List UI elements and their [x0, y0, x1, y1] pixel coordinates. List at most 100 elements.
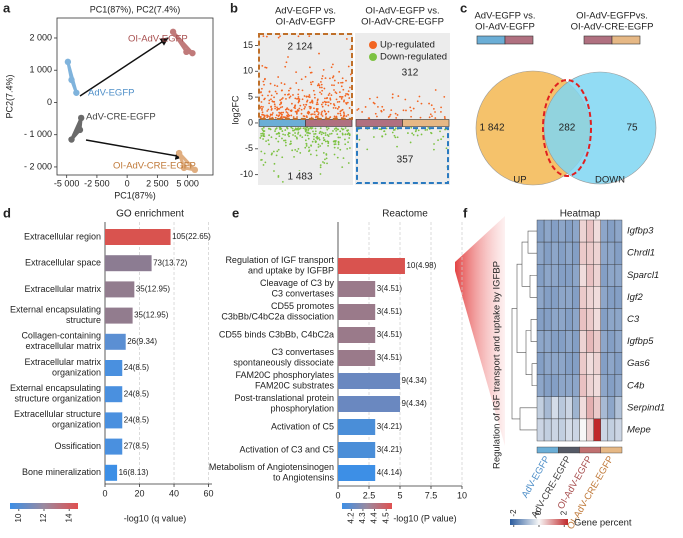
dot	[282, 116, 285, 118]
dot	[346, 129, 348, 132]
dot	[393, 128, 396, 131]
dot	[290, 114, 293, 117]
dot	[263, 135, 266, 138]
bar	[338, 396, 400, 412]
bar-label: 10(4.98)	[406, 261, 436, 270]
x-tick-label: 0	[125, 178, 130, 188]
bar-label: 3(4.21)	[377, 422, 403, 431]
dot	[260, 101, 263, 103]
bar	[105, 255, 152, 272]
dot	[275, 92, 278, 95]
dot	[284, 65, 287, 68]
heatmap-cell	[614, 374, 623, 398]
dot	[262, 138, 265, 140]
bar	[105, 386, 123, 403]
dot	[296, 150, 299, 153]
dot	[276, 106, 278, 109]
dot	[341, 133, 344, 136]
heatmap-cell	[572, 396, 580, 420]
dot	[445, 147, 448, 150]
dot	[381, 135, 384, 137]
dot	[264, 66, 267, 69]
y-tick-label: 5	[248, 91, 253, 101]
row-label: Mepe	[627, 424, 651, 435]
panel-letter: e	[232, 205, 239, 220]
dot	[306, 126, 309, 129]
dot	[288, 135, 290, 138]
group-strip	[258, 119, 306, 127]
count-label: 75	[626, 123, 638, 134]
dot	[424, 129, 427, 131]
heatmap-cell	[572, 286, 580, 309]
panel-letter: a	[3, 0, 11, 15]
dot	[307, 137, 310, 140]
heatmap-cell	[572, 418, 580, 442]
heatmap-cell	[593, 286, 601, 309]
heatmap-cell	[572, 374, 580, 398]
dot	[391, 93, 394, 96]
heatmap-cell	[614, 241, 623, 265]
dot	[339, 112, 342, 115]
dot	[323, 87, 326, 90]
heatmap-cell	[543, 308, 552, 331]
dot	[294, 97, 297, 100]
dot	[310, 144, 313, 147]
heatmap-cell	[579, 264, 587, 287]
dot	[330, 66, 333, 69]
dot	[348, 137, 351, 139]
dot	[288, 114, 291, 117]
dot	[281, 113, 283, 116]
dot	[327, 110, 330, 113]
heatmap-cell	[565, 374, 573, 398]
dot	[308, 149, 311, 152]
group-strip	[305, 119, 353, 127]
dot	[336, 101, 339, 103]
dot	[294, 132, 296, 134]
dot	[341, 77, 344, 80]
dot	[274, 105, 276, 108]
dot	[322, 101, 324, 104]
chart-title: Heatmap	[560, 209, 601, 220]
dot	[336, 133, 339, 136]
dot	[302, 115, 305, 117]
count-label: 312	[402, 68, 419, 79]
dot	[299, 152, 302, 154]
colorbar-tick-label: 14	[64, 513, 73, 522]
dot	[287, 132, 290, 134]
dot	[361, 111, 364, 113]
heatmap-cell	[600, 286, 609, 309]
heatmap-cell	[565, 286, 573, 309]
dot	[309, 107, 312, 110]
heatmap-cell	[536, 219, 545, 243]
dot	[316, 116, 319, 119]
dot	[320, 81, 322, 83]
panel-letter: c	[460, 0, 467, 15]
dot	[389, 113, 392, 116]
dot	[337, 106, 340, 109]
dot	[284, 93, 286, 96]
dot	[324, 113, 327, 116]
colorbar-tick-label: 2	[559, 510, 568, 515]
y-tick-label: - 2 000	[24, 161, 52, 171]
dot	[312, 89, 315, 92]
dot	[416, 100, 419, 103]
series-label: OI-AdV-CRE-EGFP	[113, 161, 196, 172]
series-label: OI-AdV-EGFP	[128, 34, 188, 45]
dot	[319, 86, 321, 89]
dot	[269, 82, 272, 85]
dot	[345, 103, 348, 105]
heatmap-cell	[558, 330, 566, 353]
dot	[275, 154, 278, 157]
group-strip	[402, 119, 450, 127]
dot	[314, 130, 317, 133]
dot	[333, 84, 335, 87]
count-bg	[390, 154, 420, 166]
dot	[277, 76, 280, 78]
heatmap-cell	[550, 286, 559, 309]
dot	[280, 115, 283, 118]
dot	[310, 127, 313, 130]
category-label: Extracellular matrix organization	[24, 357, 101, 378]
dot	[390, 109, 393, 112]
dot	[395, 117, 398, 119]
dot	[397, 95, 400, 97]
